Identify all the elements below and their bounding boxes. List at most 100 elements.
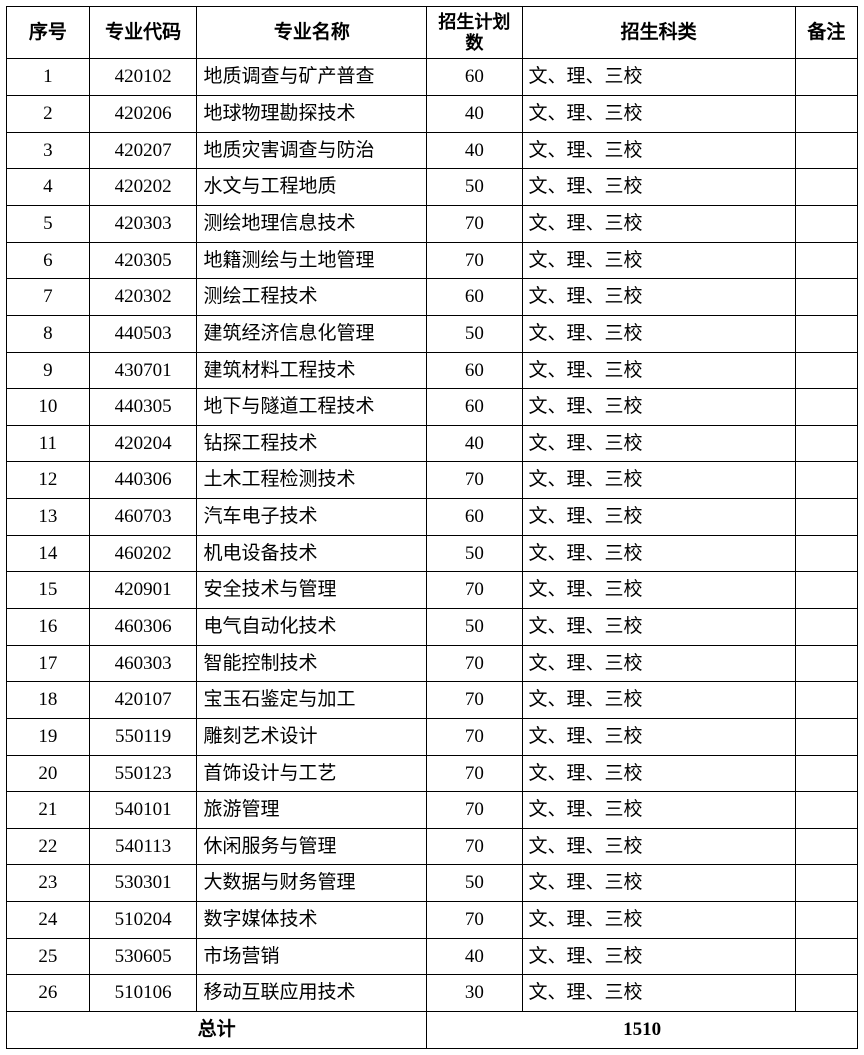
- cell-name: 地球物理勘探技术: [197, 96, 427, 133]
- cell-code: 420206: [89, 96, 197, 133]
- cell-idx: 20: [7, 755, 90, 792]
- cell-note: [795, 865, 857, 902]
- cell-cat: 文、理、三校: [522, 682, 795, 719]
- cell-code: 430701: [89, 352, 197, 389]
- table-row: 17460303智能控制技术70文、理、三校: [7, 645, 858, 682]
- cell-name: 智能控制技术: [197, 645, 427, 682]
- cell-cat: 文、理、三校: [522, 205, 795, 242]
- cell-idx: 9: [7, 352, 90, 389]
- cell-code: 460202: [89, 535, 197, 572]
- cell-plan: 40: [427, 132, 522, 169]
- cell-idx: 7: [7, 279, 90, 316]
- cell-idx: 12: [7, 462, 90, 499]
- table-row: 1420102地质调查与矿产普查60文、理、三校: [7, 59, 858, 96]
- table-row: 4420202水文与工程地质50文、理、三校: [7, 169, 858, 206]
- table-row: 8440503建筑经济信息化管理50文、理、三校: [7, 315, 858, 352]
- table-row: 5420303测绘地理信息技术70文、理、三校: [7, 205, 858, 242]
- cell-cat: 文、理、三校: [522, 389, 795, 426]
- cell-note: [795, 902, 857, 939]
- cell-code: 540101: [89, 792, 197, 829]
- cell-code: 440305: [89, 389, 197, 426]
- cell-idx: 25: [7, 938, 90, 975]
- cell-idx: 3: [7, 132, 90, 169]
- cell-name: 大数据与财务管理: [197, 865, 427, 902]
- table-row: 12440306土木工程检测技术70文、理、三校: [7, 462, 858, 499]
- cell-code: 550123: [89, 755, 197, 792]
- cell-name: 测绘地理信息技术: [197, 205, 427, 242]
- cell-note: [795, 315, 857, 352]
- cell-plan: 60: [427, 389, 522, 426]
- col-header-note: 备注: [795, 7, 857, 59]
- cell-note: [795, 499, 857, 536]
- cell-name: 水文与工程地质: [197, 169, 427, 206]
- table-row: 18420107宝玉石鉴定与加工70文、理、三校: [7, 682, 858, 719]
- cell-note: [795, 96, 857, 133]
- cell-cat: 文、理、三校: [522, 499, 795, 536]
- cell-name: 地质调查与矿产普查: [197, 59, 427, 96]
- table-row: 10440305地下与隧道工程技术60文、理、三校: [7, 389, 858, 426]
- col-header-name: 专业名称: [197, 7, 427, 59]
- enrollment-table: 序号 专业代码 专业名称 招生计划数 招生科类 备注 1420102地质调查与矿…: [6, 6, 858, 1049]
- cell-cat: 文、理、三校: [522, 96, 795, 133]
- cell-name: 钻探工程技术: [197, 425, 427, 462]
- cell-code: 440503: [89, 315, 197, 352]
- table-row: 22540113休闲服务与管理70文、理、三校: [7, 828, 858, 865]
- table-row: 23530301大数据与财务管理50文、理、三校: [7, 865, 858, 902]
- cell-note: [795, 242, 857, 279]
- table-row: 20550123首饰设计与工艺70文、理、三校: [7, 755, 858, 792]
- table-row: 24510204数字媒体技术70文、理、三校: [7, 902, 858, 939]
- cell-code: 550119: [89, 718, 197, 755]
- cell-idx: 15: [7, 572, 90, 609]
- cell-cat: 文、理、三校: [522, 755, 795, 792]
- cell-cat: 文、理、三校: [522, 902, 795, 939]
- cell-code: 510204: [89, 902, 197, 939]
- cell-plan: 70: [427, 572, 522, 609]
- cell-cat: 文、理、三校: [522, 169, 795, 206]
- cell-name: 机电设备技术: [197, 535, 427, 572]
- cell-name: 宝玉石鉴定与加工: [197, 682, 427, 719]
- cell-cat: 文、理、三校: [522, 425, 795, 462]
- cell-cat: 文、理、三校: [522, 59, 795, 96]
- cell-idx: 2: [7, 96, 90, 133]
- cell-note: [795, 682, 857, 719]
- cell-code: 420901: [89, 572, 197, 609]
- cell-idx: 18: [7, 682, 90, 719]
- cell-code: 440306: [89, 462, 197, 499]
- cell-plan: 40: [427, 425, 522, 462]
- cell-code: 530301: [89, 865, 197, 902]
- table-row: 19550119雕刻艺术设计70文、理、三校: [7, 718, 858, 755]
- table-total-row: 总计 1510: [7, 1012, 858, 1049]
- cell-note: [795, 425, 857, 462]
- cell-idx: 10: [7, 389, 90, 426]
- cell-code: 420202: [89, 169, 197, 206]
- cell-cat: 文、理、三校: [522, 279, 795, 316]
- cell-code: 420107: [89, 682, 197, 719]
- table-row: 14460202机电设备技术50文、理、三校: [7, 535, 858, 572]
- cell-name: 地质灾害调查与防治: [197, 132, 427, 169]
- table-row: 25530605市场营销40文、理、三校: [7, 938, 858, 975]
- col-header-cat: 招生科类: [522, 7, 795, 59]
- cell-cat: 文、理、三校: [522, 792, 795, 829]
- total-label: 总计: [7, 1012, 427, 1049]
- cell-cat: 文、理、三校: [522, 828, 795, 865]
- cell-plan: 60: [427, 499, 522, 536]
- cell-name: 地下与隧道工程技术: [197, 389, 427, 426]
- cell-cat: 文、理、三校: [522, 462, 795, 499]
- cell-plan: 70: [427, 792, 522, 829]
- cell-idx: 4: [7, 169, 90, 206]
- cell-note: [795, 205, 857, 242]
- cell-idx: 14: [7, 535, 90, 572]
- cell-cat: 文、理、三校: [522, 938, 795, 975]
- cell-name: 数字媒体技术: [197, 902, 427, 939]
- cell-name: 首饰设计与工艺: [197, 755, 427, 792]
- cell-idx: 5: [7, 205, 90, 242]
- table-header-row: 序号 专业代码 专业名称 招生计划数 招生科类 备注: [7, 7, 858, 59]
- cell-idx: 19: [7, 718, 90, 755]
- cell-plan: 60: [427, 279, 522, 316]
- col-header-code: 专业代码: [89, 7, 197, 59]
- cell-cat: 文、理、三校: [522, 865, 795, 902]
- cell-cat: 文、理、三校: [522, 242, 795, 279]
- cell-name: 地籍测绘与土地管理: [197, 242, 427, 279]
- cell-plan: 70: [427, 902, 522, 939]
- cell-note: [795, 828, 857, 865]
